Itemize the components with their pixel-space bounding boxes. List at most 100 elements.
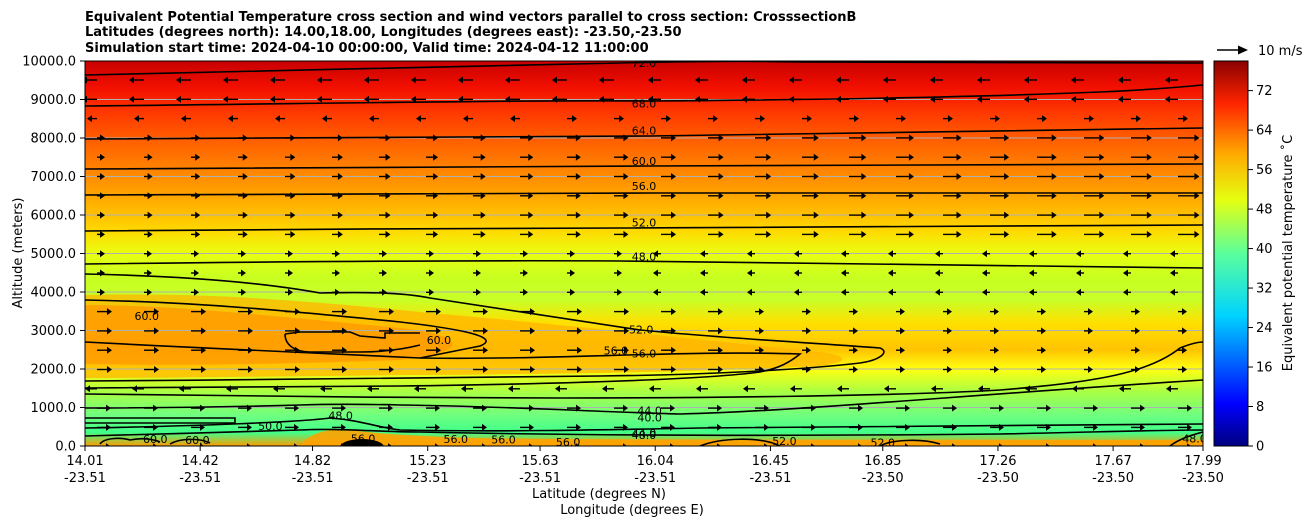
wind-vector bbox=[802, 404, 816, 412]
wind-vector bbox=[802, 463, 816, 470]
contour-line-1 bbox=[85, 84, 1203, 107]
contour-line-0 bbox=[85, 61, 1203, 76]
wind-vector bbox=[567, 463, 581, 470]
wind-vector bbox=[238, 230, 248, 238]
x-tick-lat-4: 15.63 bbox=[521, 454, 558, 469]
wind-vector bbox=[841, 269, 849, 277]
wind-vector bbox=[614, 115, 624, 123]
wind-vector bbox=[990, 423, 1004, 431]
wind-vector bbox=[97, 366, 112, 373]
wind-vector bbox=[802, 211, 819, 219]
wind-vector bbox=[849, 115, 859, 123]
contour-label-21: 56.0 bbox=[444, 433, 469, 446]
wind-vector bbox=[379, 269, 387, 277]
wind-vector bbox=[505, 95, 520, 103]
wind-vector bbox=[802, 230, 819, 238]
wind-vector bbox=[505, 76, 520, 84]
wind-vector bbox=[794, 288, 802, 296]
wind-vector bbox=[567, 230, 581, 238]
wind-vector bbox=[341, 443, 345, 446]
wind-vector bbox=[896, 211, 914, 219]
wind-vector bbox=[332, 153, 343, 161]
contour-label-12: 44.0 bbox=[637, 405, 662, 418]
wind-vector bbox=[1076, 250, 1084, 258]
wind-vector bbox=[529, 443, 533, 446]
wind-vector bbox=[614, 153, 629, 161]
wind-vector bbox=[943, 463, 957, 470]
wind-vector bbox=[1187, 443, 1191, 446]
y-axis-label: Altitude (meters) bbox=[11, 198, 26, 309]
wind-vector bbox=[473, 288, 481, 296]
contour-label-0: 72.0 bbox=[632, 57, 657, 70]
wind-vector bbox=[520, 153, 534, 161]
wind-vector bbox=[661, 346, 676, 354]
wind-vector bbox=[473, 423, 487, 431]
contour-label-25: 52.0 bbox=[871, 437, 896, 450]
wind-vector bbox=[1178, 211, 1200, 219]
wind-vector bbox=[97, 230, 105, 238]
wind-vector bbox=[999, 443, 1003, 446]
wind-vector bbox=[990, 366, 999, 373]
x-tick-lat-0: 14.01 bbox=[66, 454, 103, 469]
contour-label-20: 56.0 bbox=[351, 432, 376, 445]
wind-vector bbox=[228, 115, 238, 123]
wind-vector bbox=[1131, 366, 1140, 373]
wind-vector bbox=[191, 269, 199, 277]
wind-vector bbox=[614, 346, 629, 354]
wind-vector bbox=[943, 346, 952, 354]
x-tick-lat-6: 16.45 bbox=[752, 454, 789, 469]
wind-vector bbox=[1165, 76, 1178, 84]
wind-vector bbox=[836, 95, 849, 103]
wind-vector bbox=[97, 308, 112, 316]
contour-line-19 bbox=[699, 438, 781, 446]
wind-vector bbox=[520, 327, 535, 335]
colorbar: 0 8 16 24 32 40 48 56 64 72 Equivalent potential … bbox=[1213, 60, 1296, 455]
wind-vector bbox=[1131, 404, 1145, 412]
wind-vector bbox=[943, 308, 952, 316]
wind-vector bbox=[1037, 366, 1046, 373]
wind-vector bbox=[614, 327, 629, 335]
wind-vector bbox=[990, 404, 1004, 412]
wind-vector bbox=[97, 153, 105, 161]
x-tick-lon-1: -23.51 bbox=[179, 471, 221, 486]
wind-vector bbox=[977, 76, 990, 84]
wind-vector bbox=[332, 134, 343, 142]
wind-vector bbox=[273, 385, 285, 393]
wind-vector bbox=[717, 443, 721, 446]
y-tick-label-7: 7000.0 bbox=[31, 170, 77, 185]
wind-vector bbox=[223, 95, 238, 103]
wind-vector bbox=[849, 346, 858, 354]
wind-vector bbox=[708, 211, 724, 219]
wind-vector bbox=[567, 192, 581, 200]
contour-label-15: 48.0 bbox=[632, 429, 657, 442]
wind-vector bbox=[841, 288, 849, 296]
wind-vector bbox=[943, 192, 962, 200]
wind-vector bbox=[1166, 385, 1178, 393]
wind-vector bbox=[1084, 192, 1105, 200]
wind-vector bbox=[379, 288, 387, 296]
wind-vector bbox=[320, 385, 332, 393]
y-axis: 0.0 1000.0 2000.0 3000.0 4000.0 5000.0 6000.0 7… bbox=[22, 55, 85, 455]
wind-vector bbox=[708, 423, 722, 431]
wind-vector bbox=[1029, 269, 1037, 277]
wind-vector bbox=[379, 192, 391, 200]
contour-line-13 bbox=[85, 379, 1203, 415]
wind-vector bbox=[896, 230, 914, 238]
quiver-key: 10 m/s bbox=[1217, 44, 1303, 59]
wind-vector bbox=[285, 134, 296, 142]
wind-vector bbox=[144, 250, 152, 258]
wind-vector bbox=[661, 404, 675, 412]
wind-vector bbox=[426, 192, 439, 200]
x-tick-lon-3: -23.51 bbox=[407, 471, 449, 486]
wind-vector bbox=[129, 95, 144, 103]
colorbar-tick-label-5: 40 bbox=[1256, 242, 1273, 257]
wind-vector bbox=[285, 308, 300, 316]
wind-vector bbox=[1119, 385, 1131, 393]
contour-line-17 bbox=[99, 437, 161, 445]
wind-vector bbox=[755, 366, 764, 373]
wind-vector bbox=[1037, 327, 1046, 335]
wind-vector bbox=[1170, 269, 1178, 277]
wind-vector bbox=[1131, 346, 1140, 354]
wind-vector bbox=[144, 327, 159, 335]
contour-label-4: 56.0 bbox=[632, 180, 657, 193]
